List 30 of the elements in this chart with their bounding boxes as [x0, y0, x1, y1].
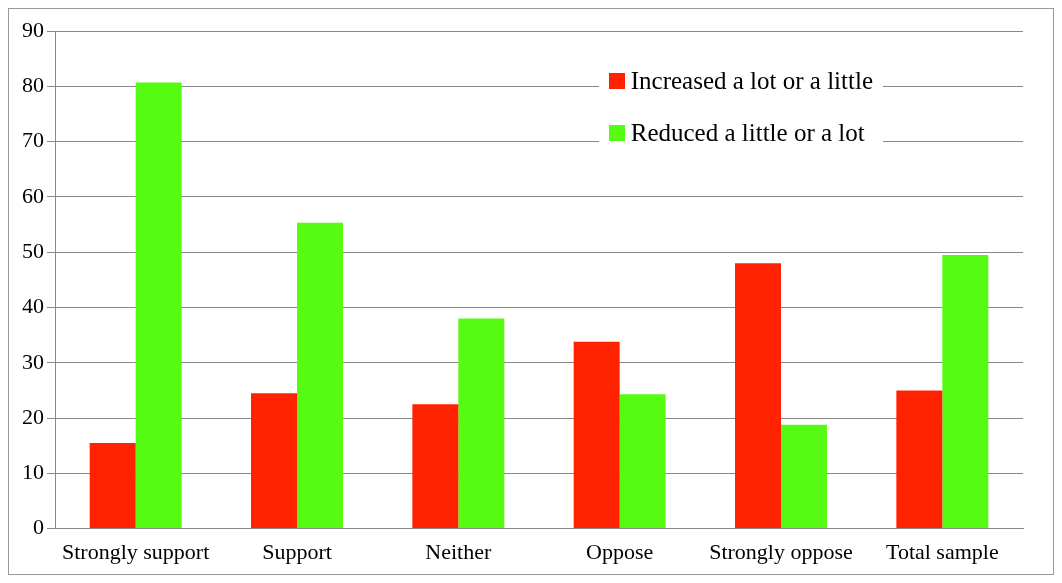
- y-tick-label: 20: [22, 403, 44, 429]
- bar: [573, 341, 620, 529]
- bar: [735, 263, 781, 529]
- bar: [251, 393, 297, 529]
- y-tick-label: 70: [22, 127, 44, 153]
- x-tick-label: Strongly oppose: [709, 538, 853, 564]
- bar: [412, 404, 459, 529]
- x-tick-label: Neither: [425, 538, 492, 564]
- y-tick-label: 50: [22, 237, 44, 263]
- x-tick-label: Total sample: [885, 538, 999, 564]
- legend-label: Reduced a little or a lot: [630, 118, 865, 148]
- bar: [896, 390, 943, 529]
- y-tick-label: 40: [22, 293, 44, 319]
- x-tick-label: Support: [262, 538, 332, 564]
- y-tick-label: 90: [22, 16, 44, 42]
- bar: [297, 222, 343, 529]
- y-tick-label: 80: [22, 72, 44, 98]
- bar: [942, 254, 989, 529]
- bar: [89, 442, 136, 529]
- y-tick-label: 30: [22, 348, 44, 374]
- y-tick-label: 0: [33, 514, 44, 540]
- bar: [458, 318, 505, 529]
- x-tick-label: Oppose: [586, 538, 654, 564]
- y-tick-label: 10: [22, 459, 44, 485]
- legend-label: Increased a lot or a little: [630, 66, 873, 96]
- bar: [135, 82, 182, 529]
- x-tick-label: Strongly support: [62, 538, 210, 564]
- bar: [619, 394, 666, 529]
- y-tick-label: 60: [22, 182, 44, 208]
- bar: [781, 424, 827, 529]
